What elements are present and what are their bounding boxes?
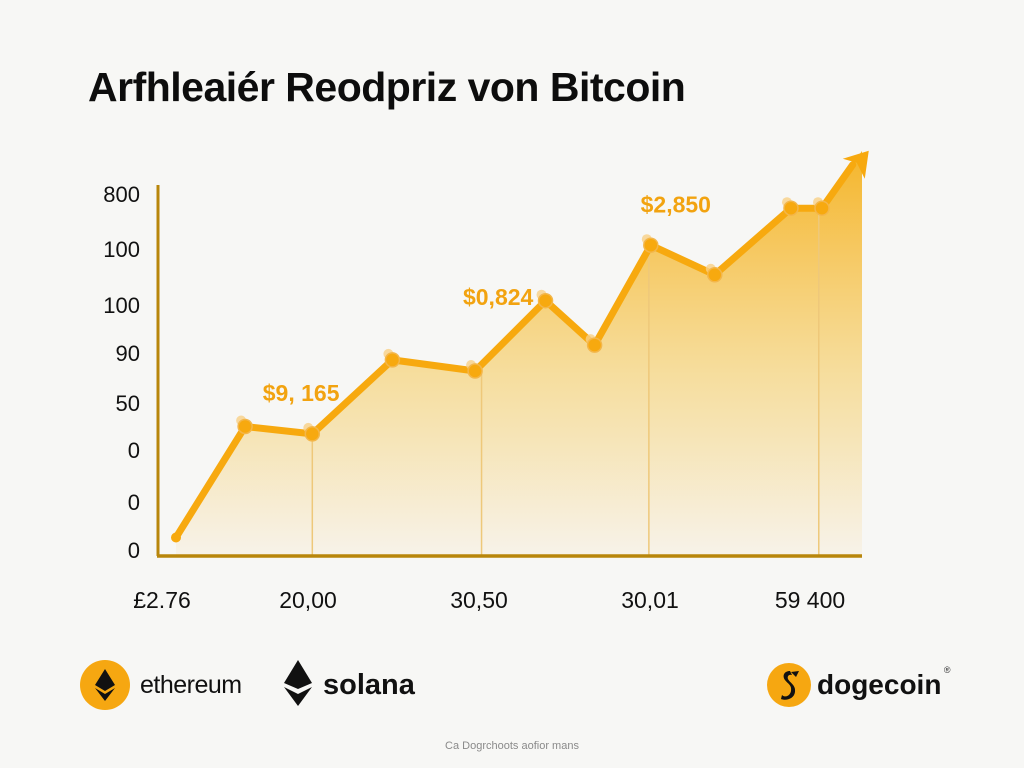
price-annotation: $0,824	[463, 284, 534, 310]
x-tick-label: 20,00	[279, 587, 337, 613]
data-point	[814, 200, 830, 216]
price-annotation: $9, 165	[263, 380, 340, 406]
data-point	[237, 418, 253, 435]
crypto-logos-row: ethereum solana dogecoin ®	[0, 655, 1024, 725]
dogecoin-label: dogecoin ®	[817, 665, 950, 701]
data-point	[586, 337, 603, 353]
y-tick-label: 100	[103, 293, 140, 318]
x-tick-label: 59 400	[775, 587, 845, 613]
area-fill	[176, 150, 862, 557]
y-tick-label: 50	[116, 391, 140, 416]
dogecoin-icon	[767, 663, 811, 707]
data-point	[537, 292, 554, 309]
y-tick-label: 0	[128, 490, 140, 515]
x-tick-label: 30,50	[450, 587, 508, 613]
dogecoin-text: dogecoin	[817, 669, 942, 700]
y-tick-label: 90	[116, 341, 140, 366]
data-point	[783, 200, 799, 216]
solana-label: solana	[323, 668, 415, 701]
data-point	[171, 532, 181, 543]
data-point	[643, 237, 659, 253]
solana-logo: solana	[283, 655, 415, 715]
x-tick-label: 30,01	[621, 587, 679, 613]
ethereum-logo: ethereum	[80, 655, 242, 715]
data-point	[304, 426, 321, 442]
y-tick-label: 0	[128, 438, 140, 463]
y-tick-label: 100	[103, 237, 140, 262]
x-tick-label: £2.76	[133, 587, 191, 613]
chart-title: Arfhleaiér Reodpriz von Bitcoin	[88, 64, 686, 110]
registered-mark: ®	[943, 665, 951, 675]
trend-arrow-head	[842, 150, 869, 179]
data-point	[707, 267, 723, 283]
dogecoin-logo: dogecoin ®	[767, 655, 950, 715]
price-annotation: $2,850	[641, 192, 711, 218]
footer-caption: Ca Dogrchoots aofior mans	[445, 740, 579, 752]
data-point	[467, 363, 483, 379]
y-tick-label: 0	[128, 538, 140, 563]
solana-diamond-icon	[283, 658, 313, 713]
ethereum-icon	[80, 660, 130, 710]
ethereum-label: ethereum	[140, 670, 242, 699]
y-tick-label: 800	[103, 182, 140, 207]
data-point	[384, 352, 401, 368]
